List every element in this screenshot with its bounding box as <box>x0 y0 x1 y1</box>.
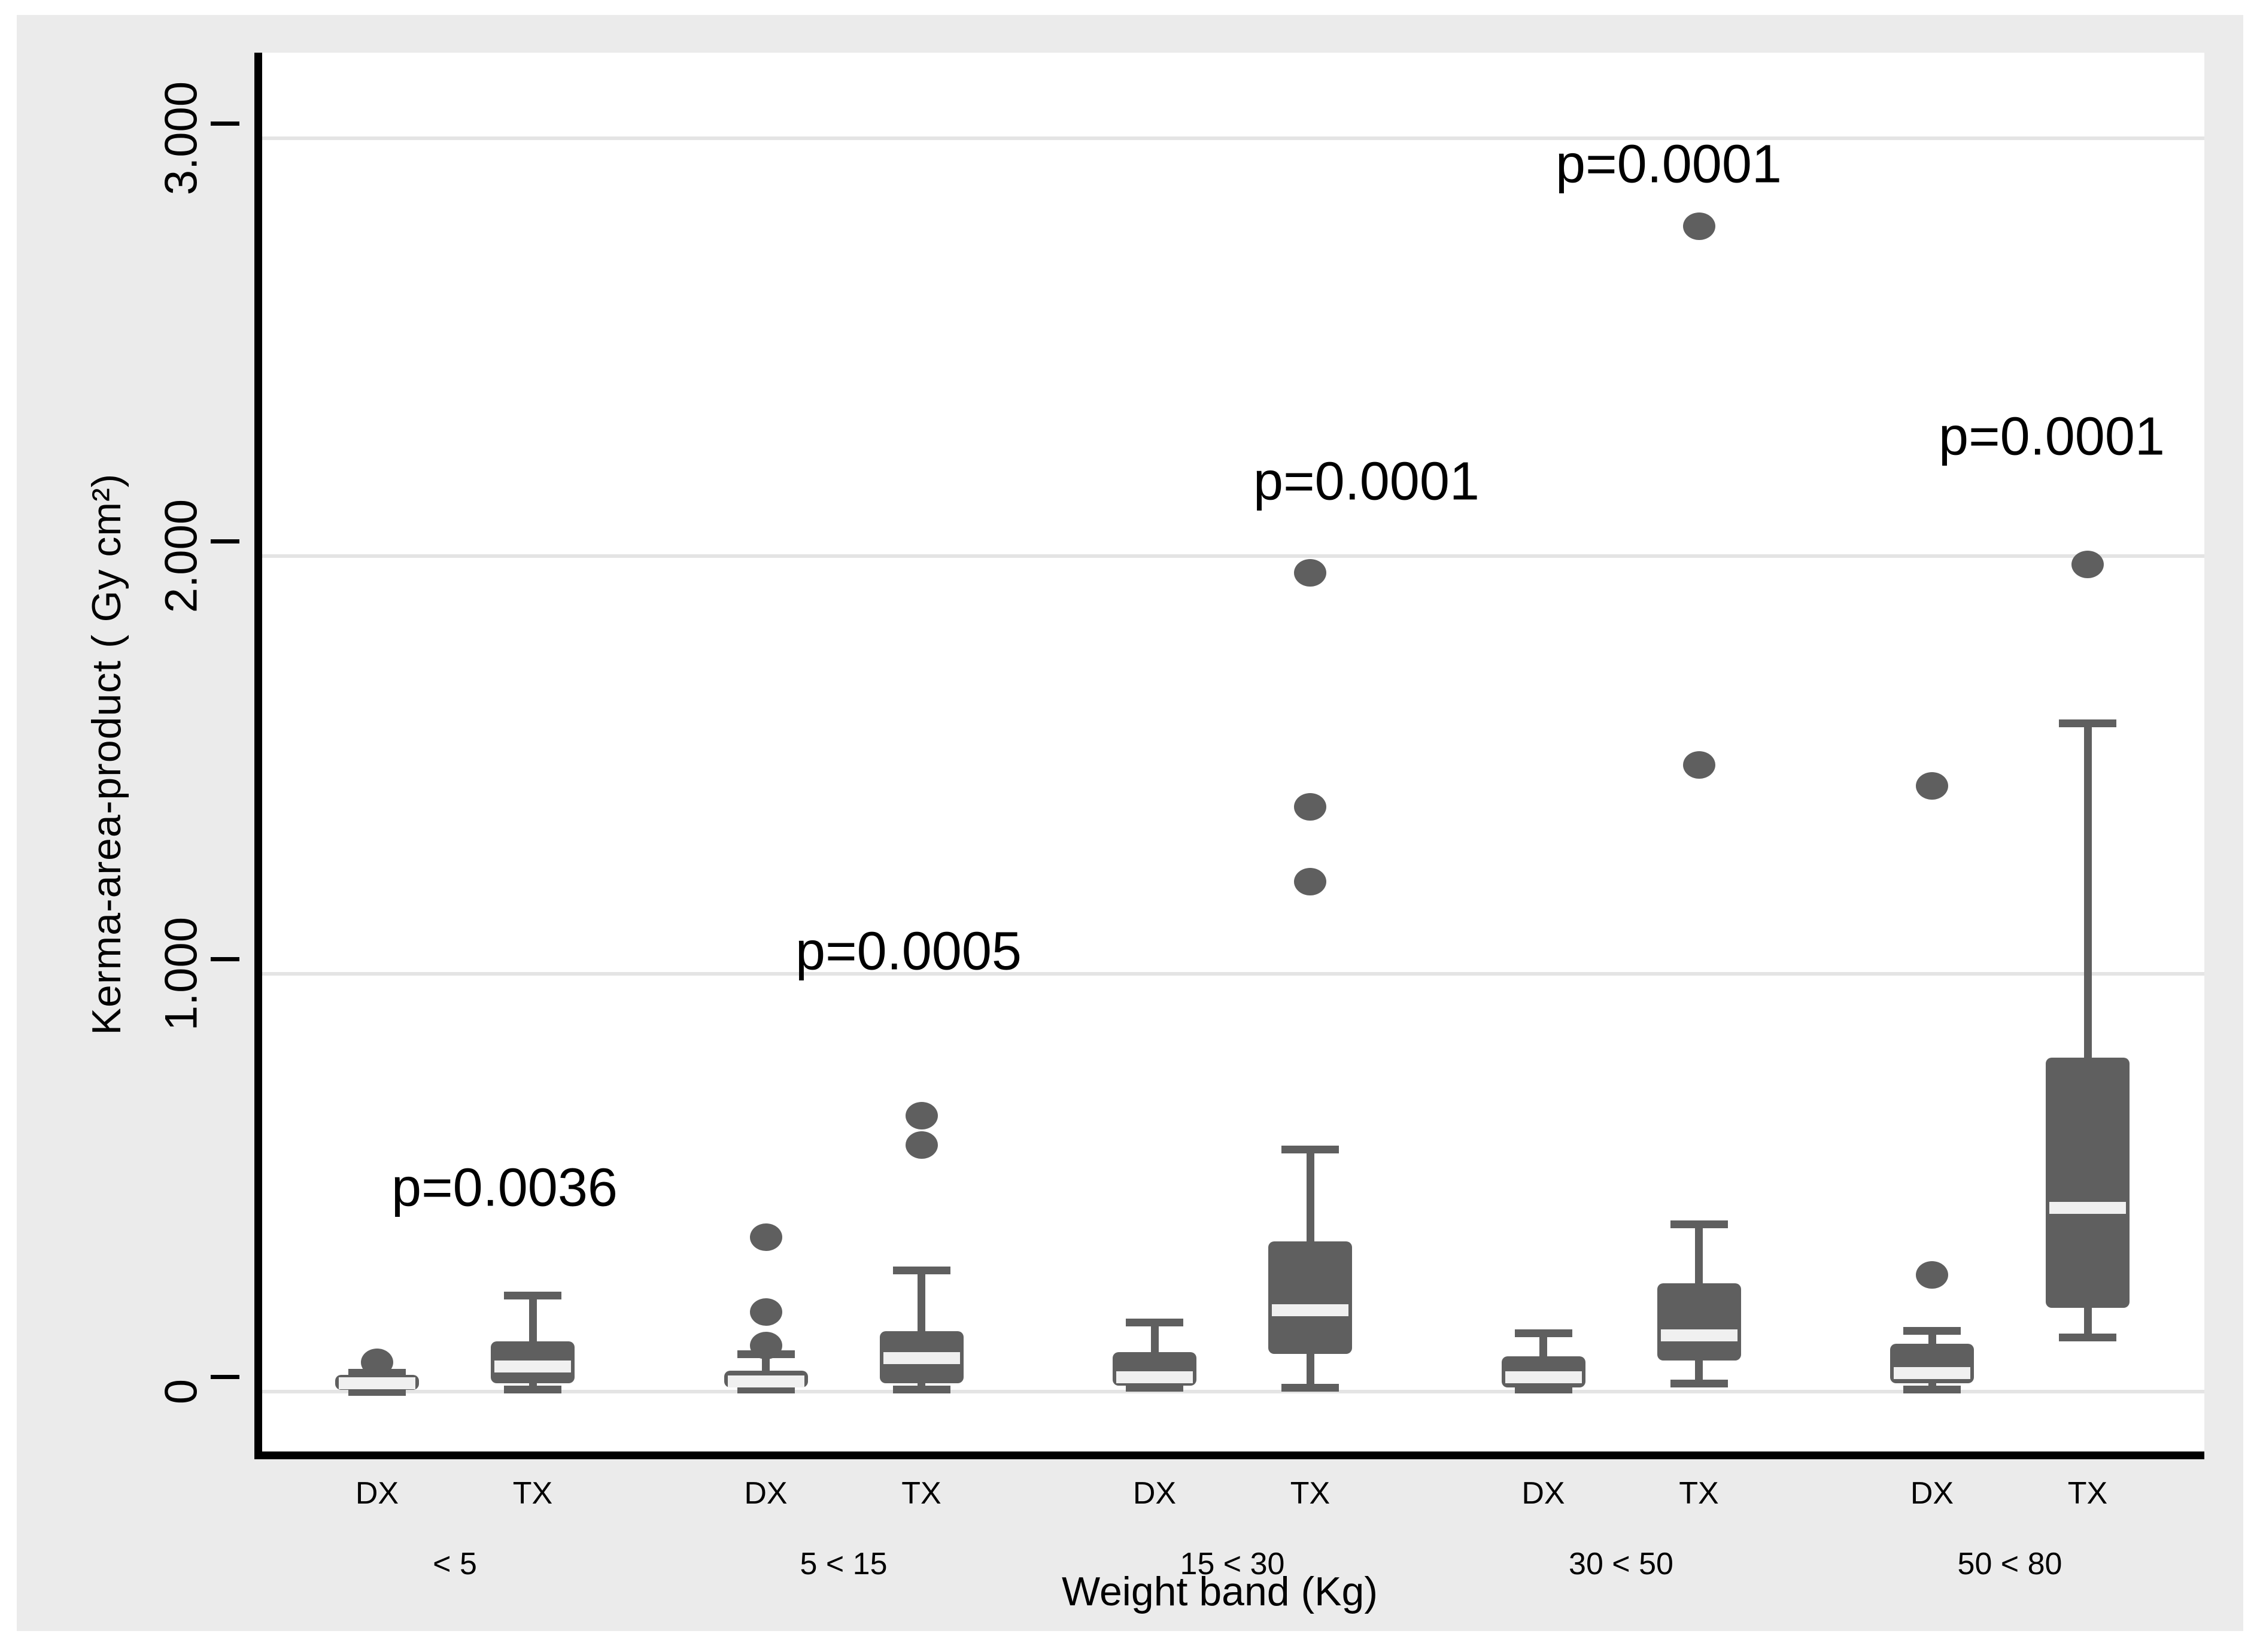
box-tx-band5 <box>2046 1057 2130 1308</box>
y-tick-mark-0 <box>211 1375 239 1379</box>
outlier-dot-dx-band2-1 <box>749 1332 782 1360</box>
x-label-tx-band4: TX <box>1679 1476 1719 1511</box>
outlier-dot-tx-band4-2 <box>1682 212 1715 240</box>
whisker-cap-lower-dx-band3 <box>1126 1383 1183 1392</box>
outlier-dot-tx-band2-1 <box>905 1131 938 1159</box>
whisker-cap-lower-dx-band4 <box>1514 1386 1572 1393</box>
outlier-dot-dx-band5-2 <box>1916 772 1948 800</box>
weight-band-label-5: 50 < 80 <box>1957 1547 2062 1581</box>
median-line-tx-band3 <box>1272 1304 1348 1316</box>
x-label-dx-band4: DX <box>1521 1476 1565 1511</box>
whisker-cap-lower-dx-band2 <box>737 1386 795 1393</box>
y-tick-label-3.000: 3.000 <box>156 81 207 196</box>
outlier-dot-dx-band2-2 <box>749 1298 782 1326</box>
whisker-cap-upper-tx-band4 <box>1670 1220 1728 1229</box>
weight-band-label-3: 15 < 30 <box>1180 1547 1285 1581</box>
x-label-tx-band5: TX <box>2067 1476 2108 1511</box>
y-tick-mark-2.000 <box>211 539 239 543</box>
median-line-dx-band2 <box>727 1375 804 1387</box>
whisker-cap-lower-tx-band3 <box>1281 1383 1339 1392</box>
box-tx-band4 <box>1657 1283 1741 1361</box>
outlier-dot-tx-band3-2 <box>1294 792 1326 821</box>
figure-panel: Kerma-area-product ( Gy cm²) Weight band… <box>17 15 2243 1631</box>
p-value-label-band4: p=0.0001 <box>1556 134 1782 195</box>
whisker-cap-lower-tx-band4 <box>1670 1379 1728 1387</box>
y-tick-label-0: 0 <box>156 1378 207 1405</box>
x-axis-title: Weight band (Kg) <box>1062 1569 1378 1614</box>
p-value-label-band2: p=0.0005 <box>795 921 1022 982</box>
gridline-y-3.000 <box>260 136 2204 140</box>
x-label-tx-band3: TX <box>1290 1476 1331 1511</box>
x-label-dx-band1: DX <box>355 1476 399 1511</box>
median-line-tx-band2 <box>883 1352 960 1365</box>
median-line-tx-band1 <box>494 1361 571 1373</box>
plot-area <box>260 53 2204 1451</box>
box-tx-band3 <box>1268 1241 1352 1355</box>
outlier-dot-tx-band2-2 <box>905 1102 938 1130</box>
median-line-dx-band4 <box>1505 1371 1582 1383</box>
whisker-cap-upper-dx-band3 <box>1126 1319 1183 1327</box>
median-line-dx-band3 <box>1116 1371 1193 1383</box>
x-label-dx-band3: DX <box>1132 1476 1177 1511</box>
gridline-y-0 <box>260 1390 2204 1393</box>
median-line-dx-band1 <box>339 1377 415 1390</box>
weight-band-label-4: 30 < 50 <box>1569 1547 1673 1581</box>
gridline-y-2.000 <box>260 554 2204 558</box>
x-axis-line <box>254 1451 2204 1459</box>
outlier-dot-dx-band5-1 <box>1916 1261 1948 1289</box>
x-label-tx-band1: TX <box>512 1476 553 1511</box>
weight-band-label-1: < 5 <box>433 1547 477 1581</box>
whisker-cap-upper-tx-band3 <box>1281 1145 1339 1153</box>
whisker-cap-upper-tx-band1 <box>504 1291 561 1299</box>
p-value-label-band5: p=0.0001 <box>1939 406 2165 467</box>
outlier-dot-tx-band5-1 <box>2071 550 2104 578</box>
whisker-cap-lower-dx-band5 <box>1903 1386 1961 1393</box>
whisker-cap-upper-tx-band2 <box>892 1267 950 1275</box>
y-tick-label-1.000: 1.000 <box>156 916 207 1031</box>
whisker-cap-upper-dx-band4 <box>1514 1329 1572 1337</box>
outlier-dot-tx-band4-1 <box>1682 751 1715 779</box>
median-line-dx-band5 <box>1894 1366 1970 1379</box>
outlier-dot-tx-band3-1 <box>1294 868 1326 896</box>
y-tick-mark-3.000 <box>211 122 239 126</box>
whisker-cap-upper-tx-band5 <box>2059 719 2116 727</box>
median-line-tx-band5 <box>2049 1201 2126 1214</box>
weight-band-label-2: 5 < 15 <box>800 1547 888 1581</box>
outlier-dot-tx-band3-3 <box>1294 558 1326 587</box>
whisker-cap-lower-dx-band1 <box>348 1387 406 1396</box>
x-label-dx-band5: DX <box>1910 1476 1954 1511</box>
whisker-cap-upper-dx-band5 <box>1903 1327 1961 1335</box>
outlier-dot-dx-band2-3 <box>749 1223 782 1251</box>
y-tick-mark-1.000 <box>211 957 239 961</box>
x-label-tx-band2: TX <box>901 1476 941 1511</box>
whisker-cap-lower-tx-band1 <box>504 1386 561 1393</box>
y-axis-title: Kerma-area-product ( Gy cm²) <box>84 473 129 1035</box>
median-line-tx-band4 <box>1660 1329 1737 1341</box>
y-tick-label-2.000: 2.000 <box>156 499 207 614</box>
gridline-y-1.000 <box>260 972 2204 976</box>
y-axis-line <box>254 53 262 1459</box>
whisker-cap-lower-tx-band5 <box>2059 1333 2116 1341</box>
whisker-cap-lower-tx-band2 <box>892 1386 950 1393</box>
x-label-dx-band2: DX <box>744 1476 788 1511</box>
outlier-dot-dx-band1-1 <box>361 1349 393 1377</box>
p-value-label-band1: p=0.0036 <box>391 1158 618 1218</box>
p-value-label-band3: p=0.0001 <box>1253 451 1480 512</box>
